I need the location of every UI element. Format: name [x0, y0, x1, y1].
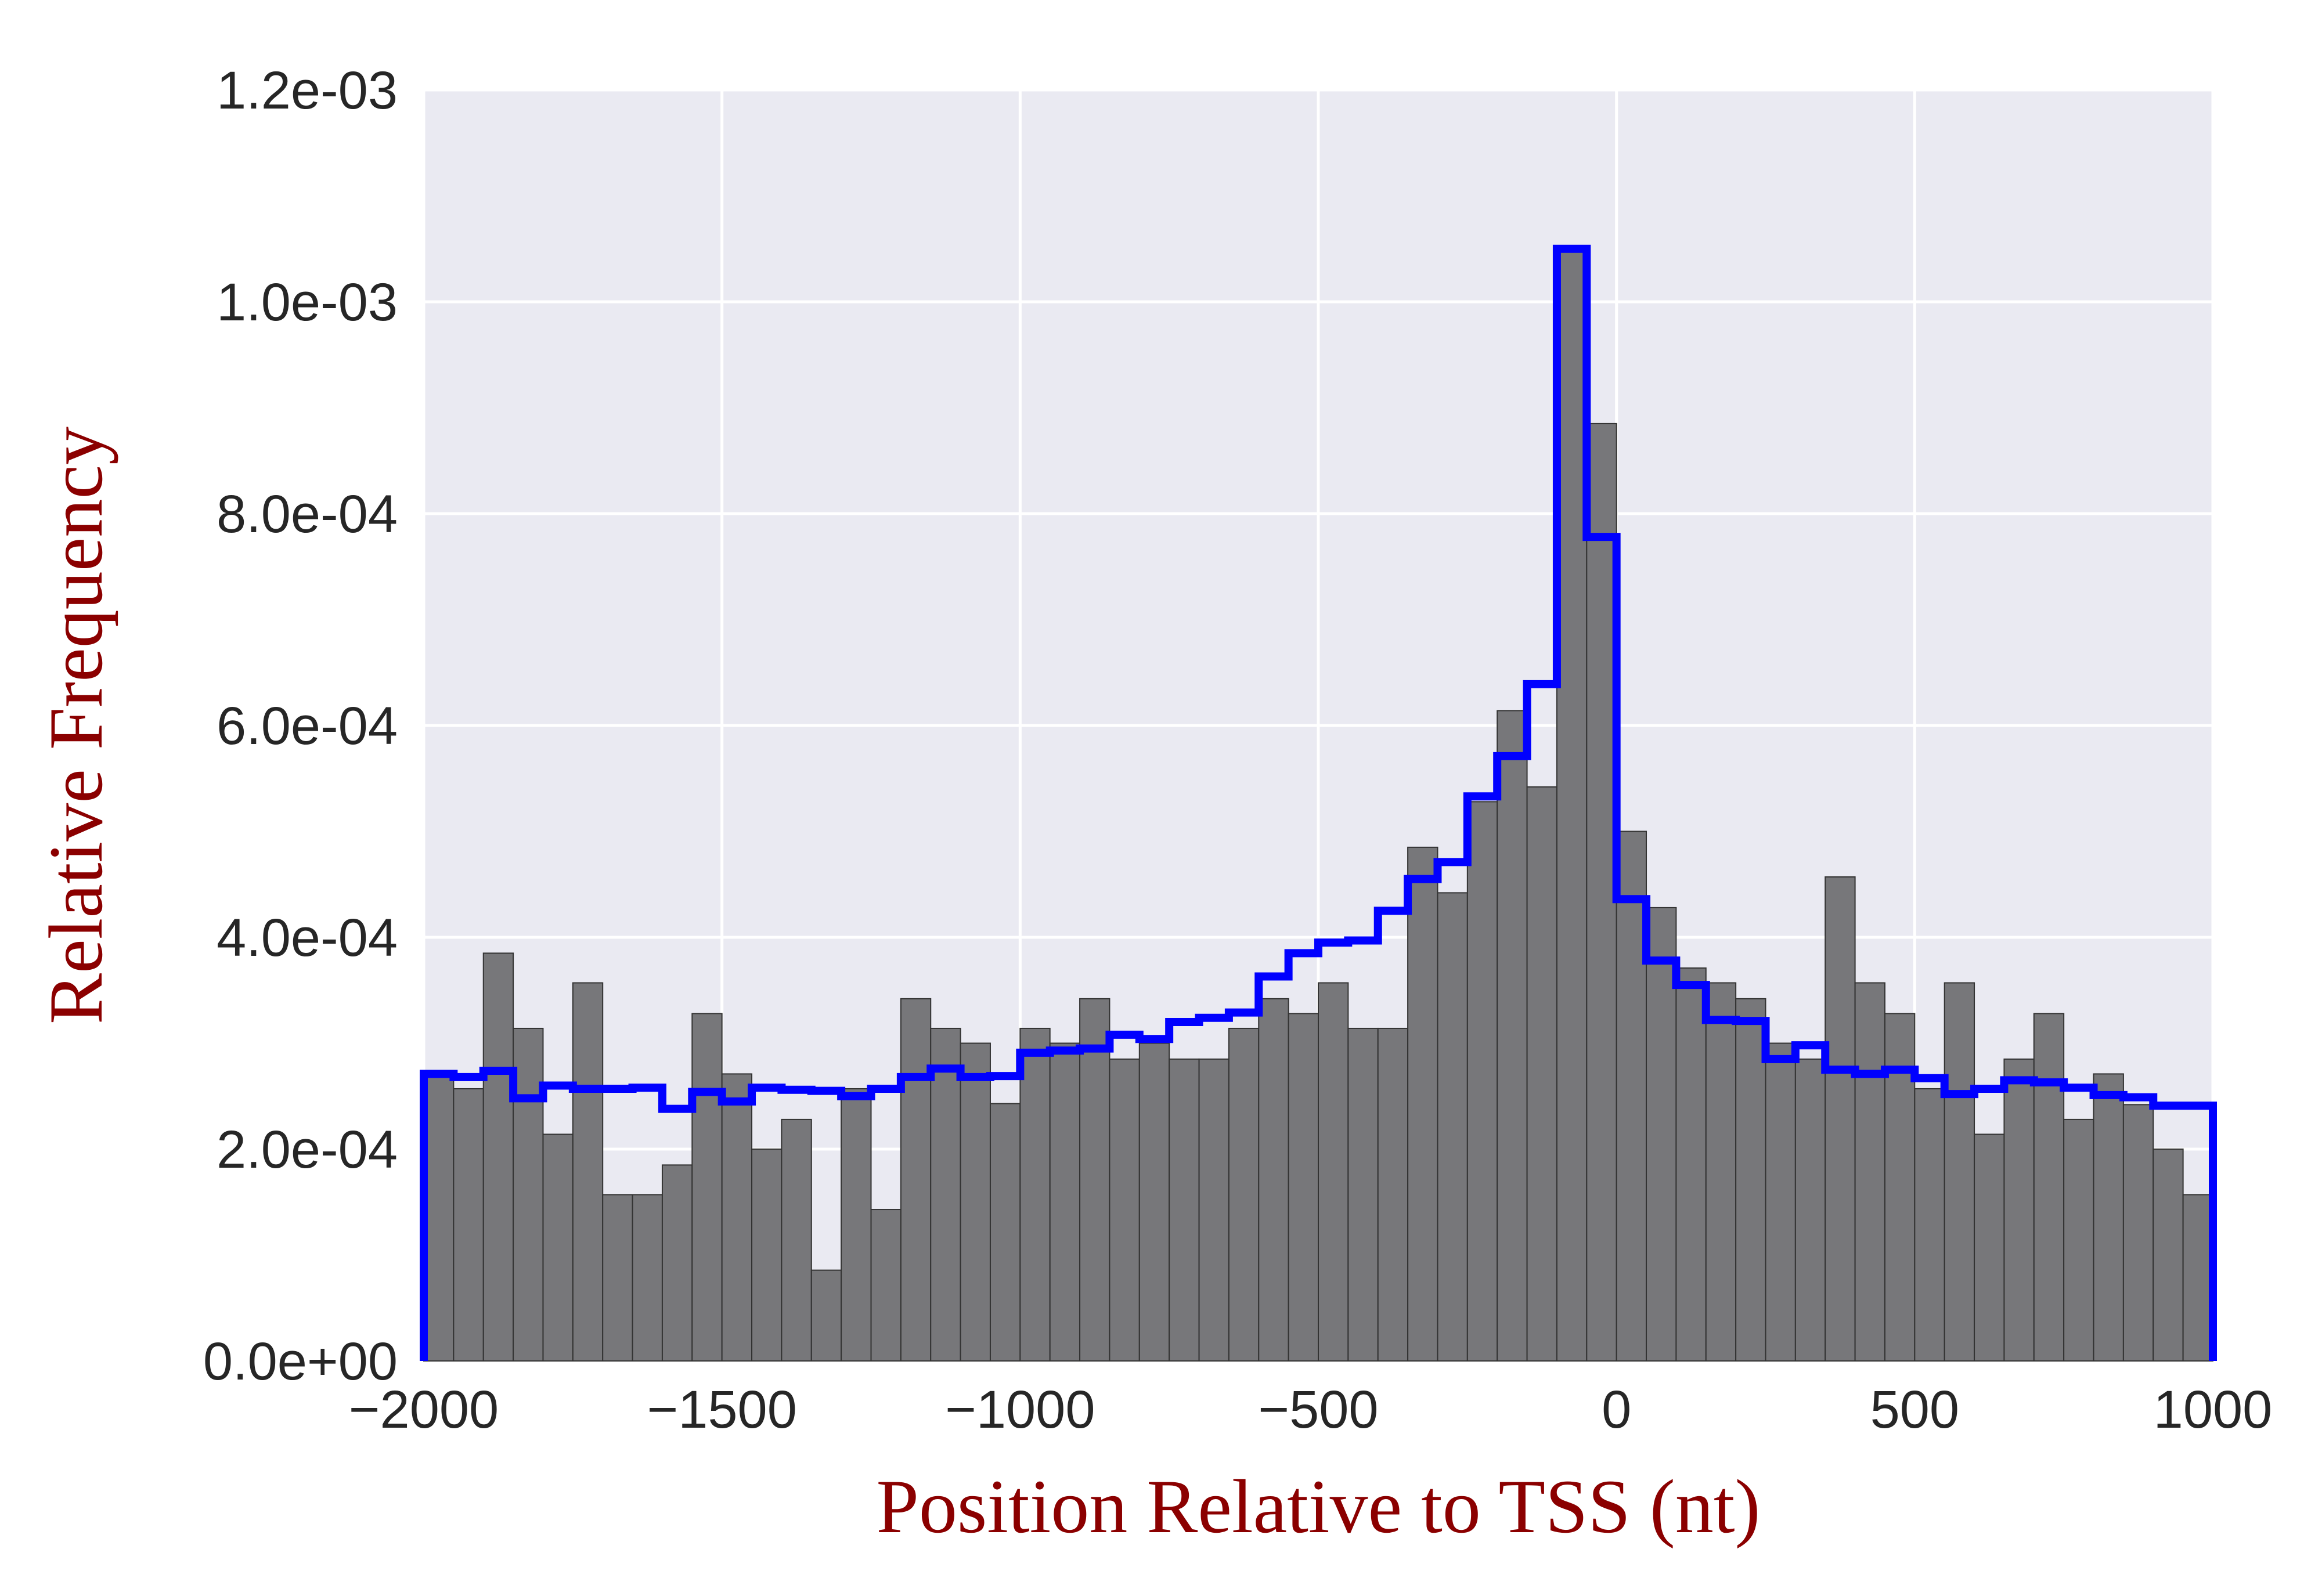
histogram-bar	[1138, 1042, 1170, 1362]
histogram-bar	[1109, 1058, 1140, 1362]
histogram-bar	[1169, 1058, 1200, 1362]
x-tick-label: 1000	[2154, 1380, 2273, 1439]
histogram-bar	[2003, 1058, 2035, 1362]
histogram-bar	[989, 1103, 1021, 1362]
histogram-bar	[423, 1073, 455, 1362]
histogram-bar	[691, 1013, 723, 1362]
histogram-bar	[930, 1027, 961, 1362]
y-tick-label: 4.0e-04	[217, 908, 398, 967]
histogram-bar	[810, 1269, 842, 1362]
histogram-bar	[1049, 1042, 1081, 1362]
histogram-bar	[1825, 876, 1856, 1362]
histogram-bar	[1794, 1058, 1826, 1362]
histogram-bar	[1497, 710, 1528, 1362]
histogram-bar	[453, 1088, 484, 1362]
histogram-bar	[1228, 1027, 1260, 1362]
histogram-bar	[1079, 998, 1110, 1362]
y-tick-label: 1.2e-03	[217, 61, 398, 120]
histogram-bar	[721, 1073, 753, 1362]
histogram-bar	[1407, 846, 1438, 1362]
y-tick-label: 1.0e-03	[217, 273, 398, 332]
histogram-bars	[423, 248, 2213, 1362]
y-axis-label: Relative Frequency	[33, 427, 118, 1024]
y-tick-label: 0.0e+00	[203, 1332, 398, 1391]
histogram-bar	[781, 1118, 812, 1362]
histogram-bar	[1318, 982, 1349, 1362]
histogram-bar	[841, 1088, 872, 1362]
histogram-bar	[2093, 1073, 2124, 1362]
y-tick-label: 8.0e-04	[217, 485, 398, 544]
histogram-bar	[1765, 1042, 1796, 1362]
histogram-bar	[1586, 423, 1617, 1362]
histogram-bar	[1646, 907, 1677, 1362]
histogram-bar	[1198, 1058, 1229, 1362]
histogram-bar	[482, 952, 514, 1362]
histogram-bar	[2033, 1013, 2065, 1362]
histogram-bar	[1377, 1027, 1409, 1362]
histogram-bar	[1616, 831, 1647, 1362]
histogram-bar	[2152, 1149, 2184, 1362]
histogram-bar	[1735, 998, 1766, 1362]
x-axis-label: Position Relative to TSS (nt)	[877, 1464, 1761, 1549]
histogram-bar	[602, 1194, 633, 1362]
step-outline-line	[420, 244, 2217, 1361]
x-tick-label: 500	[1870, 1380, 1960, 1439]
step-outline-series	[420, 244, 2217, 1361]
histogram-bar	[1019, 1027, 1051, 1362]
histogram-bar	[1437, 892, 1468, 1362]
histogram-bar	[513, 1027, 544, 1362]
y-axis-ticks: 0.0e+00 2.0e-04 4.0e-04 6.0e-04 8.0e-04 1.0e-…	[203, 61, 398, 1391]
histogram-bar	[1526, 786, 1557, 1362]
histogram-bar	[1288, 1013, 1319, 1362]
histogram-bar	[1944, 982, 1975, 1362]
histogram-bar	[542, 1133, 574, 1362]
x-tick-label: −500	[1258, 1380, 1378, 1439]
histogram-bar	[1974, 1133, 2005, 1362]
histogram-bar	[1854, 982, 1885, 1362]
histogram-bar	[751, 1149, 783, 1362]
y-tick-label: 6.0e-04	[217, 696, 398, 756]
x-tick-label: −2000	[349, 1380, 499, 1439]
histogram-bar	[661, 1164, 693, 1362]
x-tick-label: 0	[1602, 1380, 1631, 1439]
histogram-bar	[2182, 1194, 2213, 1362]
histogram-bar	[870, 1209, 902, 1362]
histogram-bar	[1258, 998, 1289, 1362]
histogram-bar	[1675, 967, 1707, 1362]
histogram-bar	[2063, 1118, 2094, 1362]
histogram-bar	[1466, 801, 1498, 1362]
histogram-bar	[2122, 1104, 2154, 1362]
y-tick-label: 2.0e-04	[217, 1120, 398, 1179]
histogram-bar	[572, 982, 604, 1362]
histogram-bar	[1705, 982, 1737, 1362]
histogram-bar	[1914, 1088, 1945, 1362]
x-tick-label: −1500	[647, 1380, 796, 1439]
histogram-bar	[900, 998, 932, 1362]
histogram-bar	[632, 1194, 663, 1362]
histogram-bar	[960, 1042, 991, 1362]
x-axis-ticks: −2000 −1500 −1000 −500 0 500 1000	[349, 1380, 2273, 1439]
histogram-bar	[1556, 248, 1588, 1362]
x-tick-label: −1000	[945, 1380, 1095, 1439]
histogram-bar	[1347, 1027, 1379, 1362]
